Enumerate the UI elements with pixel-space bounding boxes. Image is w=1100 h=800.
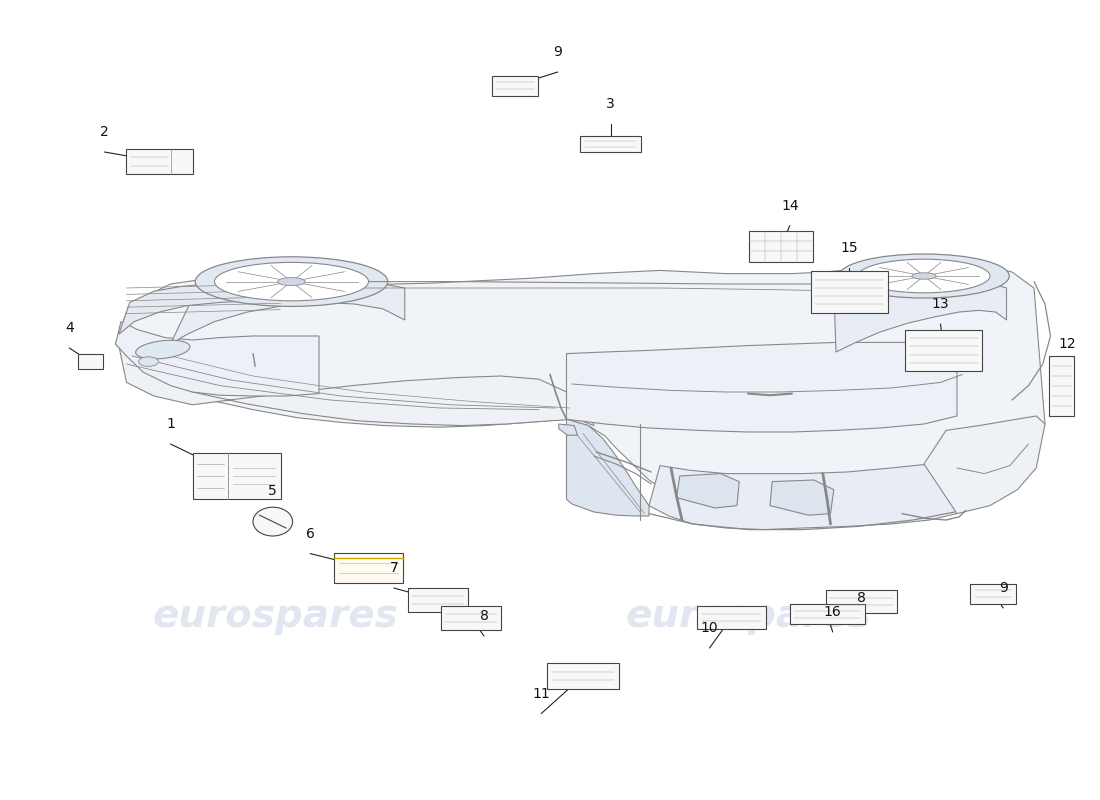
Text: 10: 10 — [701, 621, 718, 635]
Text: eurospares: eurospares — [152, 597, 398, 635]
Ellipse shape — [277, 278, 306, 286]
Ellipse shape — [838, 254, 1010, 298]
Text: 12: 12 — [1058, 337, 1076, 351]
FancyBboxPatch shape — [192, 453, 280, 499]
Text: eurospares: eurospares — [625, 597, 871, 635]
Polygon shape — [649, 456, 957, 530]
Text: 11: 11 — [532, 686, 550, 701]
FancyBboxPatch shape — [548, 663, 618, 689]
FancyBboxPatch shape — [825, 590, 898, 613]
Polygon shape — [559, 424, 578, 435]
Text: 9: 9 — [999, 581, 1008, 595]
Text: 16: 16 — [824, 605, 842, 619]
Ellipse shape — [139, 357, 158, 366]
Ellipse shape — [135, 340, 190, 359]
Text: 15: 15 — [840, 241, 858, 255]
Polygon shape — [119, 346, 594, 426]
Text: eurospares: eurospares — [152, 285, 398, 323]
FancyBboxPatch shape — [407, 588, 469, 612]
Text: 8: 8 — [480, 610, 488, 623]
FancyBboxPatch shape — [126, 149, 192, 174]
Text: 3: 3 — [606, 98, 615, 111]
Text: 14: 14 — [781, 198, 799, 213]
Text: 13: 13 — [932, 297, 949, 311]
Text: 8: 8 — [857, 590, 866, 605]
FancyBboxPatch shape — [334, 553, 403, 583]
Text: eurospares: eurospares — [625, 285, 871, 323]
Polygon shape — [924, 416, 1045, 514]
FancyBboxPatch shape — [440, 606, 500, 630]
FancyBboxPatch shape — [492, 75, 538, 95]
Text: 7: 7 — [389, 562, 398, 575]
FancyBboxPatch shape — [905, 330, 982, 371]
FancyBboxPatch shape — [790, 605, 865, 624]
Polygon shape — [119, 282, 286, 334]
Polygon shape — [566, 342, 957, 432]
Text: 1: 1 — [166, 418, 175, 431]
FancyBboxPatch shape — [1049, 355, 1074, 416]
Ellipse shape — [214, 262, 368, 301]
FancyBboxPatch shape — [749, 231, 813, 262]
Ellipse shape — [196, 257, 387, 306]
Ellipse shape — [858, 259, 990, 293]
Text: 6: 6 — [306, 527, 315, 541]
Polygon shape — [566, 419, 649, 516]
Text: 2: 2 — [100, 125, 109, 139]
FancyBboxPatch shape — [77, 354, 103, 369]
FancyBboxPatch shape — [581, 136, 641, 152]
Circle shape — [253, 507, 293, 536]
Polygon shape — [116, 322, 319, 396]
Polygon shape — [116, 264, 1045, 518]
Text: 5: 5 — [268, 483, 277, 498]
Ellipse shape — [912, 273, 936, 279]
Polygon shape — [170, 280, 405, 344]
FancyBboxPatch shape — [970, 584, 1016, 603]
Text: 9: 9 — [553, 45, 562, 59]
FancyBboxPatch shape — [811, 271, 888, 313]
Polygon shape — [770, 480, 834, 515]
Polygon shape — [834, 274, 1006, 352]
Polygon shape — [676, 474, 739, 508]
Text: 4: 4 — [65, 322, 74, 335]
FancyBboxPatch shape — [697, 606, 766, 629]
